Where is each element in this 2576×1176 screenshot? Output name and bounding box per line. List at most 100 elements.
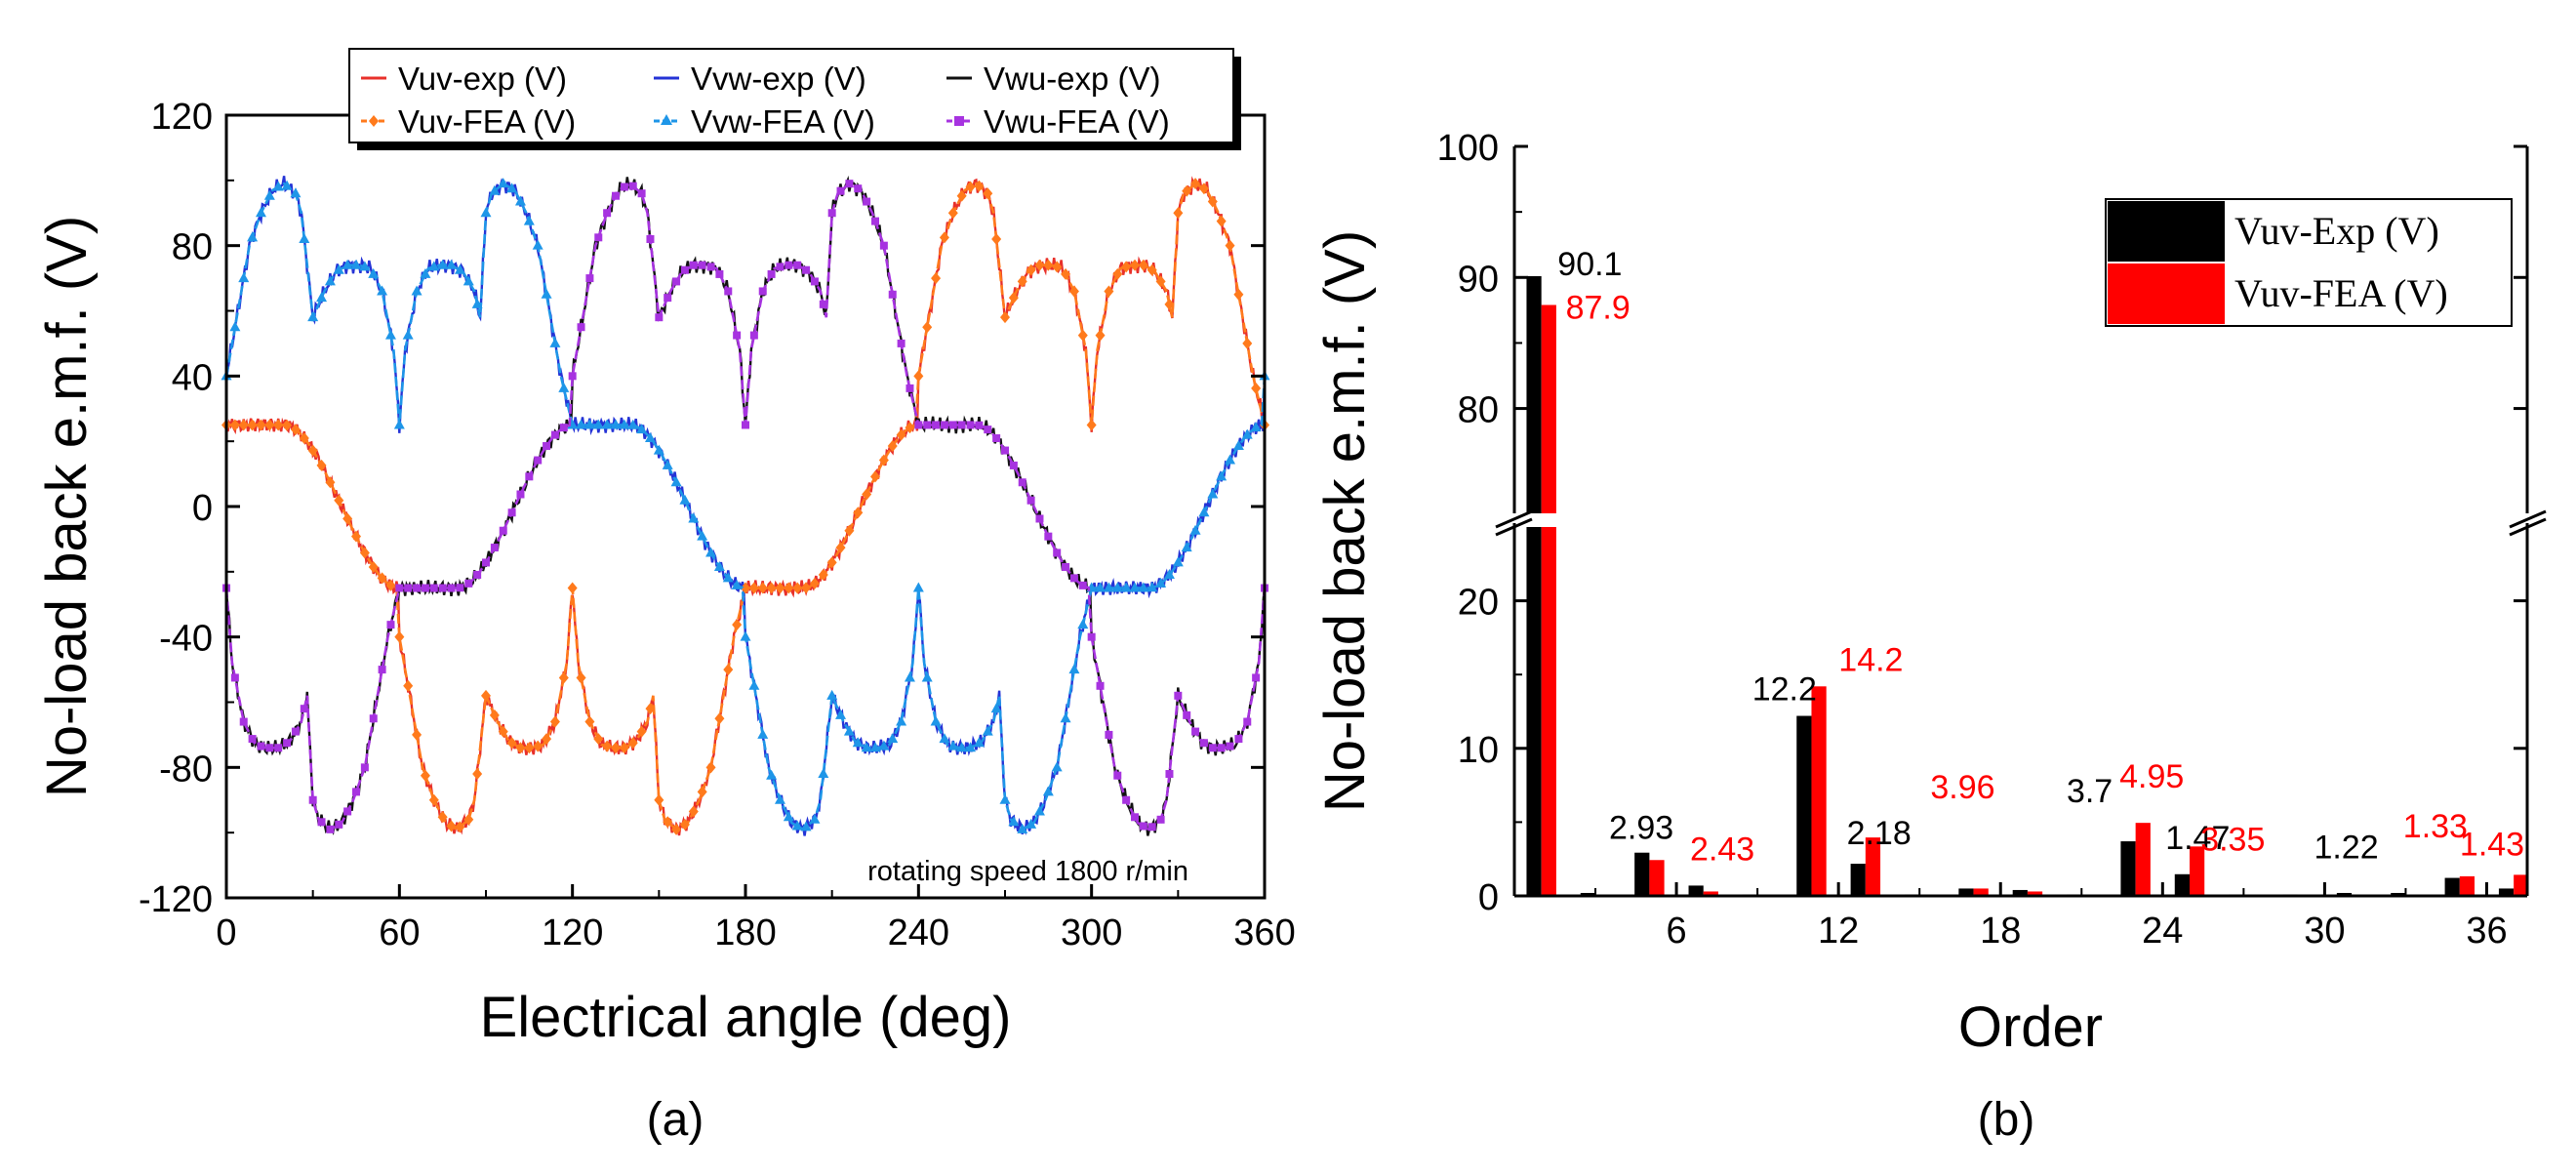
chart-a-point (437, 259, 449, 269)
chart-a-point (300, 705, 308, 713)
chart-a-point (230, 673, 239, 682)
chart-b-data-label: 3.96 (1930, 769, 1994, 806)
chart-a-point (1147, 823, 1156, 831)
chart-a-point (785, 261, 793, 269)
chart-a-point (758, 287, 767, 296)
chart-a-point (603, 209, 612, 218)
chart-a-point (307, 444, 318, 457)
chart-a-point (724, 287, 733, 296)
chart-a-point (395, 584, 404, 592)
chart-a-point (534, 456, 543, 465)
chart-a-point (809, 577, 820, 589)
chart-a-point (853, 507, 864, 519)
chart-a-point (689, 261, 698, 269)
chart-a-point (1207, 488, 1219, 499)
chart-a-point (636, 725, 647, 738)
chart-a-point (342, 512, 353, 525)
chart-b-legend-label: Vuv-FEA (V) (2234, 271, 2448, 315)
chart-b-y-tick-label: 20 (1458, 583, 1499, 624)
chart-a-point (1095, 329, 1106, 342)
chart-a-point (351, 530, 361, 543)
chart-a-point (359, 261, 371, 271)
chart-a-point (628, 182, 637, 190)
chart-a-point (446, 259, 458, 269)
chart-a-markers-vwu-fea-v (222, 180, 1268, 833)
chart-a-point (498, 178, 509, 188)
chart-a-point (1078, 581, 1087, 589)
chart-a-point (1069, 574, 1078, 583)
chart-a-point (549, 715, 560, 728)
chart-a-point (446, 820, 457, 832)
chart-a-point (394, 630, 405, 643)
chart-a-point (515, 742, 526, 754)
chart-b-bar (2120, 841, 2136, 896)
chart-a-point (705, 761, 716, 774)
chart-a-point (1009, 461, 1018, 469)
chart-a-legend-items: Vuv-exp (V) Vvw-exp (V) Vwu-exp (V) Vuv-FEA… (361, 61, 1170, 140)
chart-a-point (896, 428, 906, 441)
chart-a-point (775, 582, 785, 594)
chart-a-point (802, 265, 811, 274)
chart-b-data-label: 1.22 (2314, 830, 2378, 867)
chart-a-point (914, 421, 923, 429)
chart-a-point (810, 277, 819, 286)
chart-a-point (368, 560, 379, 573)
chart-a-point (688, 512, 700, 523)
chart-a-point (627, 419, 639, 429)
chart-b-bar (2174, 873, 2190, 896)
chart-a-point (741, 582, 750, 594)
chart-a-point (983, 187, 993, 200)
chart-a-point (984, 426, 992, 434)
chart-a-point (421, 584, 429, 592)
chart-a-point (731, 579, 743, 589)
chart-a-point (715, 269, 724, 278)
chart-a-point (679, 818, 690, 831)
chart-a-point (350, 259, 362, 269)
chart-a-point (576, 671, 586, 684)
chart-a-point (404, 584, 413, 592)
chart-a-point (1216, 470, 1228, 481)
chart-a-point (1199, 739, 1208, 748)
chart-a-point (776, 263, 785, 271)
chart-a-point (921, 671, 933, 682)
chart-a-point (594, 233, 603, 242)
chart-a-point (965, 742, 977, 752)
chart-a-point (1008, 292, 1019, 304)
chart-a-point (757, 728, 769, 739)
chart-a-legend-label: Vwu-exp (V) (984, 61, 1161, 97)
chart-a-point (1156, 815, 1165, 824)
chart-a-point (325, 476, 336, 489)
chart-a-point (264, 419, 275, 431)
chart-a-point (791, 820, 803, 831)
chart-a-point (454, 264, 465, 274)
chart-a-point (767, 269, 776, 278)
chart-a-point (239, 717, 248, 726)
chart-a-point (238, 272, 250, 283)
chart-a-point (359, 547, 370, 559)
chart-a-point (1225, 454, 1236, 465)
chart-a-point (377, 572, 387, 585)
chart-a-y-tick-label: 0 (192, 488, 213, 529)
chart-a-point (1008, 816, 1020, 827)
chart-a-point (1241, 428, 1253, 439)
chart-a-point (878, 740, 890, 750)
chart-b-bar (2135, 823, 2151, 896)
chart-b-data-label: 1.33 (2403, 808, 2468, 845)
chart-a-point (558, 671, 569, 684)
chart-b-x-tick-label: 24 (2142, 911, 2183, 952)
chart-a-point (732, 619, 743, 631)
chart-a-point (1174, 691, 1183, 700)
chart-b-bar (1580, 892, 1596, 896)
chart-a-point (784, 582, 794, 594)
chart-a-point (870, 470, 880, 483)
chart-a-point (956, 189, 967, 202)
chart-a-point (679, 494, 691, 505)
chart-a-point (1087, 632, 1096, 641)
chart-a-y-tick-label: 120 (151, 97, 213, 138)
chart-a-point (1189, 524, 1201, 535)
chart-a-point (506, 737, 517, 750)
chart-a-point (585, 274, 594, 283)
chart-b-x-tick-label: 6 (1667, 911, 1687, 952)
chart-b-x-tick-label: 30 (2304, 911, 2345, 952)
chart-a-point (766, 769, 778, 780)
